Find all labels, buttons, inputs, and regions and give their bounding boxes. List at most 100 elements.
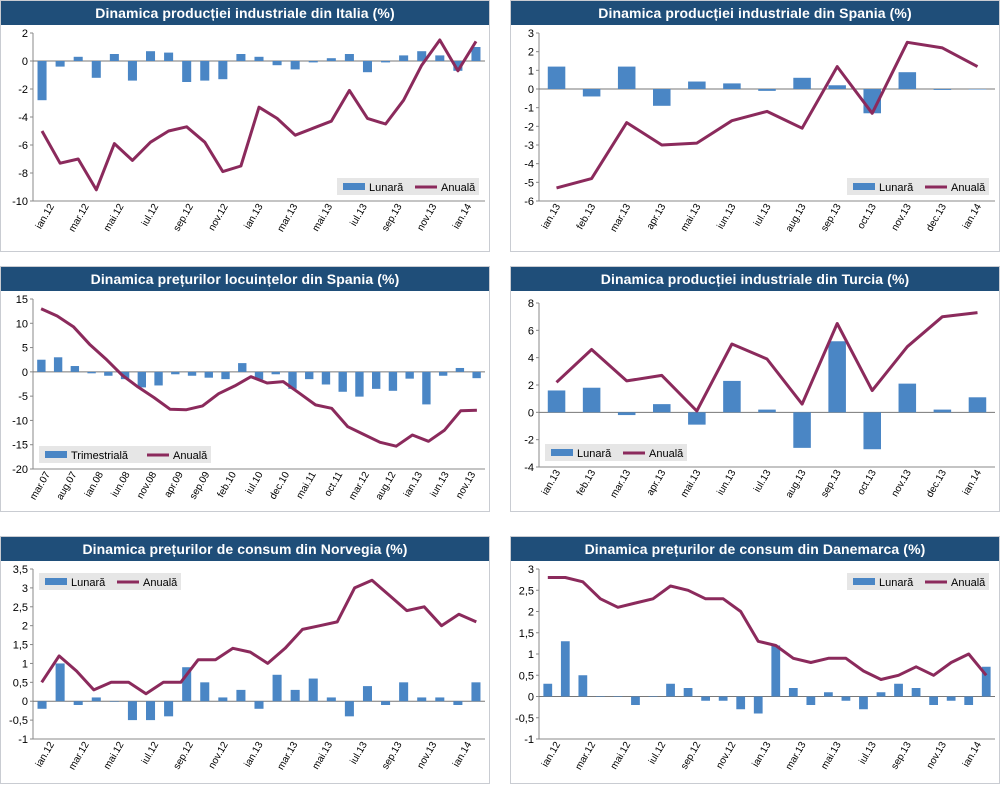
y-tick-label: -3 [524,140,534,152]
legend-line-label: Anuală [951,577,986,589]
y-tick-label: 1 [22,658,28,670]
bar [154,371,163,386]
bar [438,371,448,376]
bar [187,371,197,376]
legend-line-label: Anuală [441,182,476,194]
bar [758,89,776,91]
bar [171,371,180,375]
bar [596,696,605,697]
bar [200,61,210,81]
chart-title: Dinamica prețurilor de consum din Danema… [511,537,999,561]
y-tick-label: 4 [528,353,534,365]
y-tick-label: 0 [528,407,534,419]
y-tick-label: -6 [524,196,534,208]
x-tick-label: oct.11 [323,470,346,499]
x-tick-label: nov.08 [135,470,159,501]
bar [109,54,119,61]
bar [55,663,65,702]
x-tick-label: ian.14 [961,202,984,231]
bar [688,412,706,425]
bar [417,697,427,702]
y-tick-label: 1 [528,649,534,661]
bar [254,371,264,380]
bar [326,697,336,702]
chart-italy-industrial: Dinamica producției industriale din Ital… [0,0,490,252]
chart-plot: -20 -15 -10 -5 0 5 10 15 mar.07 aug.07 ian.08 iun.0… [12,294,485,502]
y-tick-label: -2 [524,435,534,447]
x-tick-label: nov.12 [207,202,231,233]
y-tick-label: 1,5 [519,628,534,640]
chart-spain-industrial: Dinamica producției industriale din Span… [510,0,1000,252]
chart-plot: -1 -0,5 0 0,5 1 1,5 2 2,5 3 ian.12 mar.12 mai.12 iul… [515,564,995,772]
x-tick-label: mai.11 [295,470,319,501]
x-tick-label: ian.14 [961,740,984,769]
y-tick-label: 10 [16,318,28,330]
y-tick-label: 1 [528,65,534,77]
x-tick-label: ian.13 [402,470,425,499]
y-tick-label: -10 [12,196,28,208]
x-tick-label: sep.13 [380,202,405,234]
bar [362,686,372,702]
x-tick-label: ian.13 [540,468,563,497]
x-tick-label: mar.13 [608,202,633,234]
y-tick-label: 5 [22,343,28,355]
bar [308,678,318,702]
y-tick-label: 3 [22,583,28,595]
x-tick-label: ian.14 [451,202,474,231]
y-tick-label: 0,5 [13,677,28,689]
bar [204,371,213,378]
x-tick-label: ian.08 [83,470,106,499]
x-tick-label: mar.07 [28,470,53,502]
bar [73,701,83,705]
bar [578,675,588,697]
bar [236,54,246,61]
x-tick-label: aug.13 [784,202,809,234]
bar [859,696,868,710]
y-tick-label: 0 [528,84,534,96]
bar [683,688,693,697]
x-tick-label: aug.13 [784,468,809,500]
y-tick-label: 3 [528,564,534,576]
chart-plot: -4 -2 0 2 4 6 8 ian.13 feb.13 mar.13 apr.13 mai.13 i… [524,298,995,500]
chart-norway-cpi: Dinamica prețurilor de consum din Norveg… [0,536,490,784]
bar [381,61,391,63]
x-tick-label: nov.12 [714,740,738,771]
x-tick-label: sep.13 [889,740,914,772]
x-tick-label: mai.13 [679,468,704,500]
y-tick-label: -4 [524,159,534,171]
bar [254,56,264,61]
bar [55,61,65,67]
x-tick-label: iul.12 [647,740,669,767]
x-tick-label: ian.12 [34,740,57,769]
bar [218,61,228,80]
x-tick-label: nov.13 [415,740,439,771]
bar [182,667,192,702]
x-tick-label: mai.13 [819,740,844,772]
bar [788,688,798,697]
x-tick-label: ian.12 [540,740,563,769]
y-tick-label: 2 [528,380,534,392]
bar [399,682,409,702]
x-tick-label: iun.13 [715,468,738,497]
y-tick-label: -1 [18,734,28,746]
x-tick-label: nov.13 [890,202,914,233]
bar [372,371,381,389]
chart-title: Dinamica producției industriale din Turc… [511,267,999,291]
x-tick-label: mar.13 [276,202,301,234]
y-tick-label: -1 [524,103,534,115]
bar [221,371,230,380]
bar [547,66,566,89]
x-tick-label: mai.12 [102,740,127,772]
y-tick-label: -8 [18,168,28,180]
bar [666,683,675,697]
x-tick-label: oct.13 [856,202,879,231]
chart-title: Dinamica prețurilor de consum din Norveg… [1,537,489,561]
line-series [40,38,478,192]
bar [793,77,811,89]
line-series [555,311,978,413]
line-series [40,307,477,448]
x-tick-label: sep.12 [679,740,704,772]
y-tick-label: 2 [528,607,534,619]
line-series [556,40,979,190]
x-tick-label: sep.13 [380,740,405,772]
